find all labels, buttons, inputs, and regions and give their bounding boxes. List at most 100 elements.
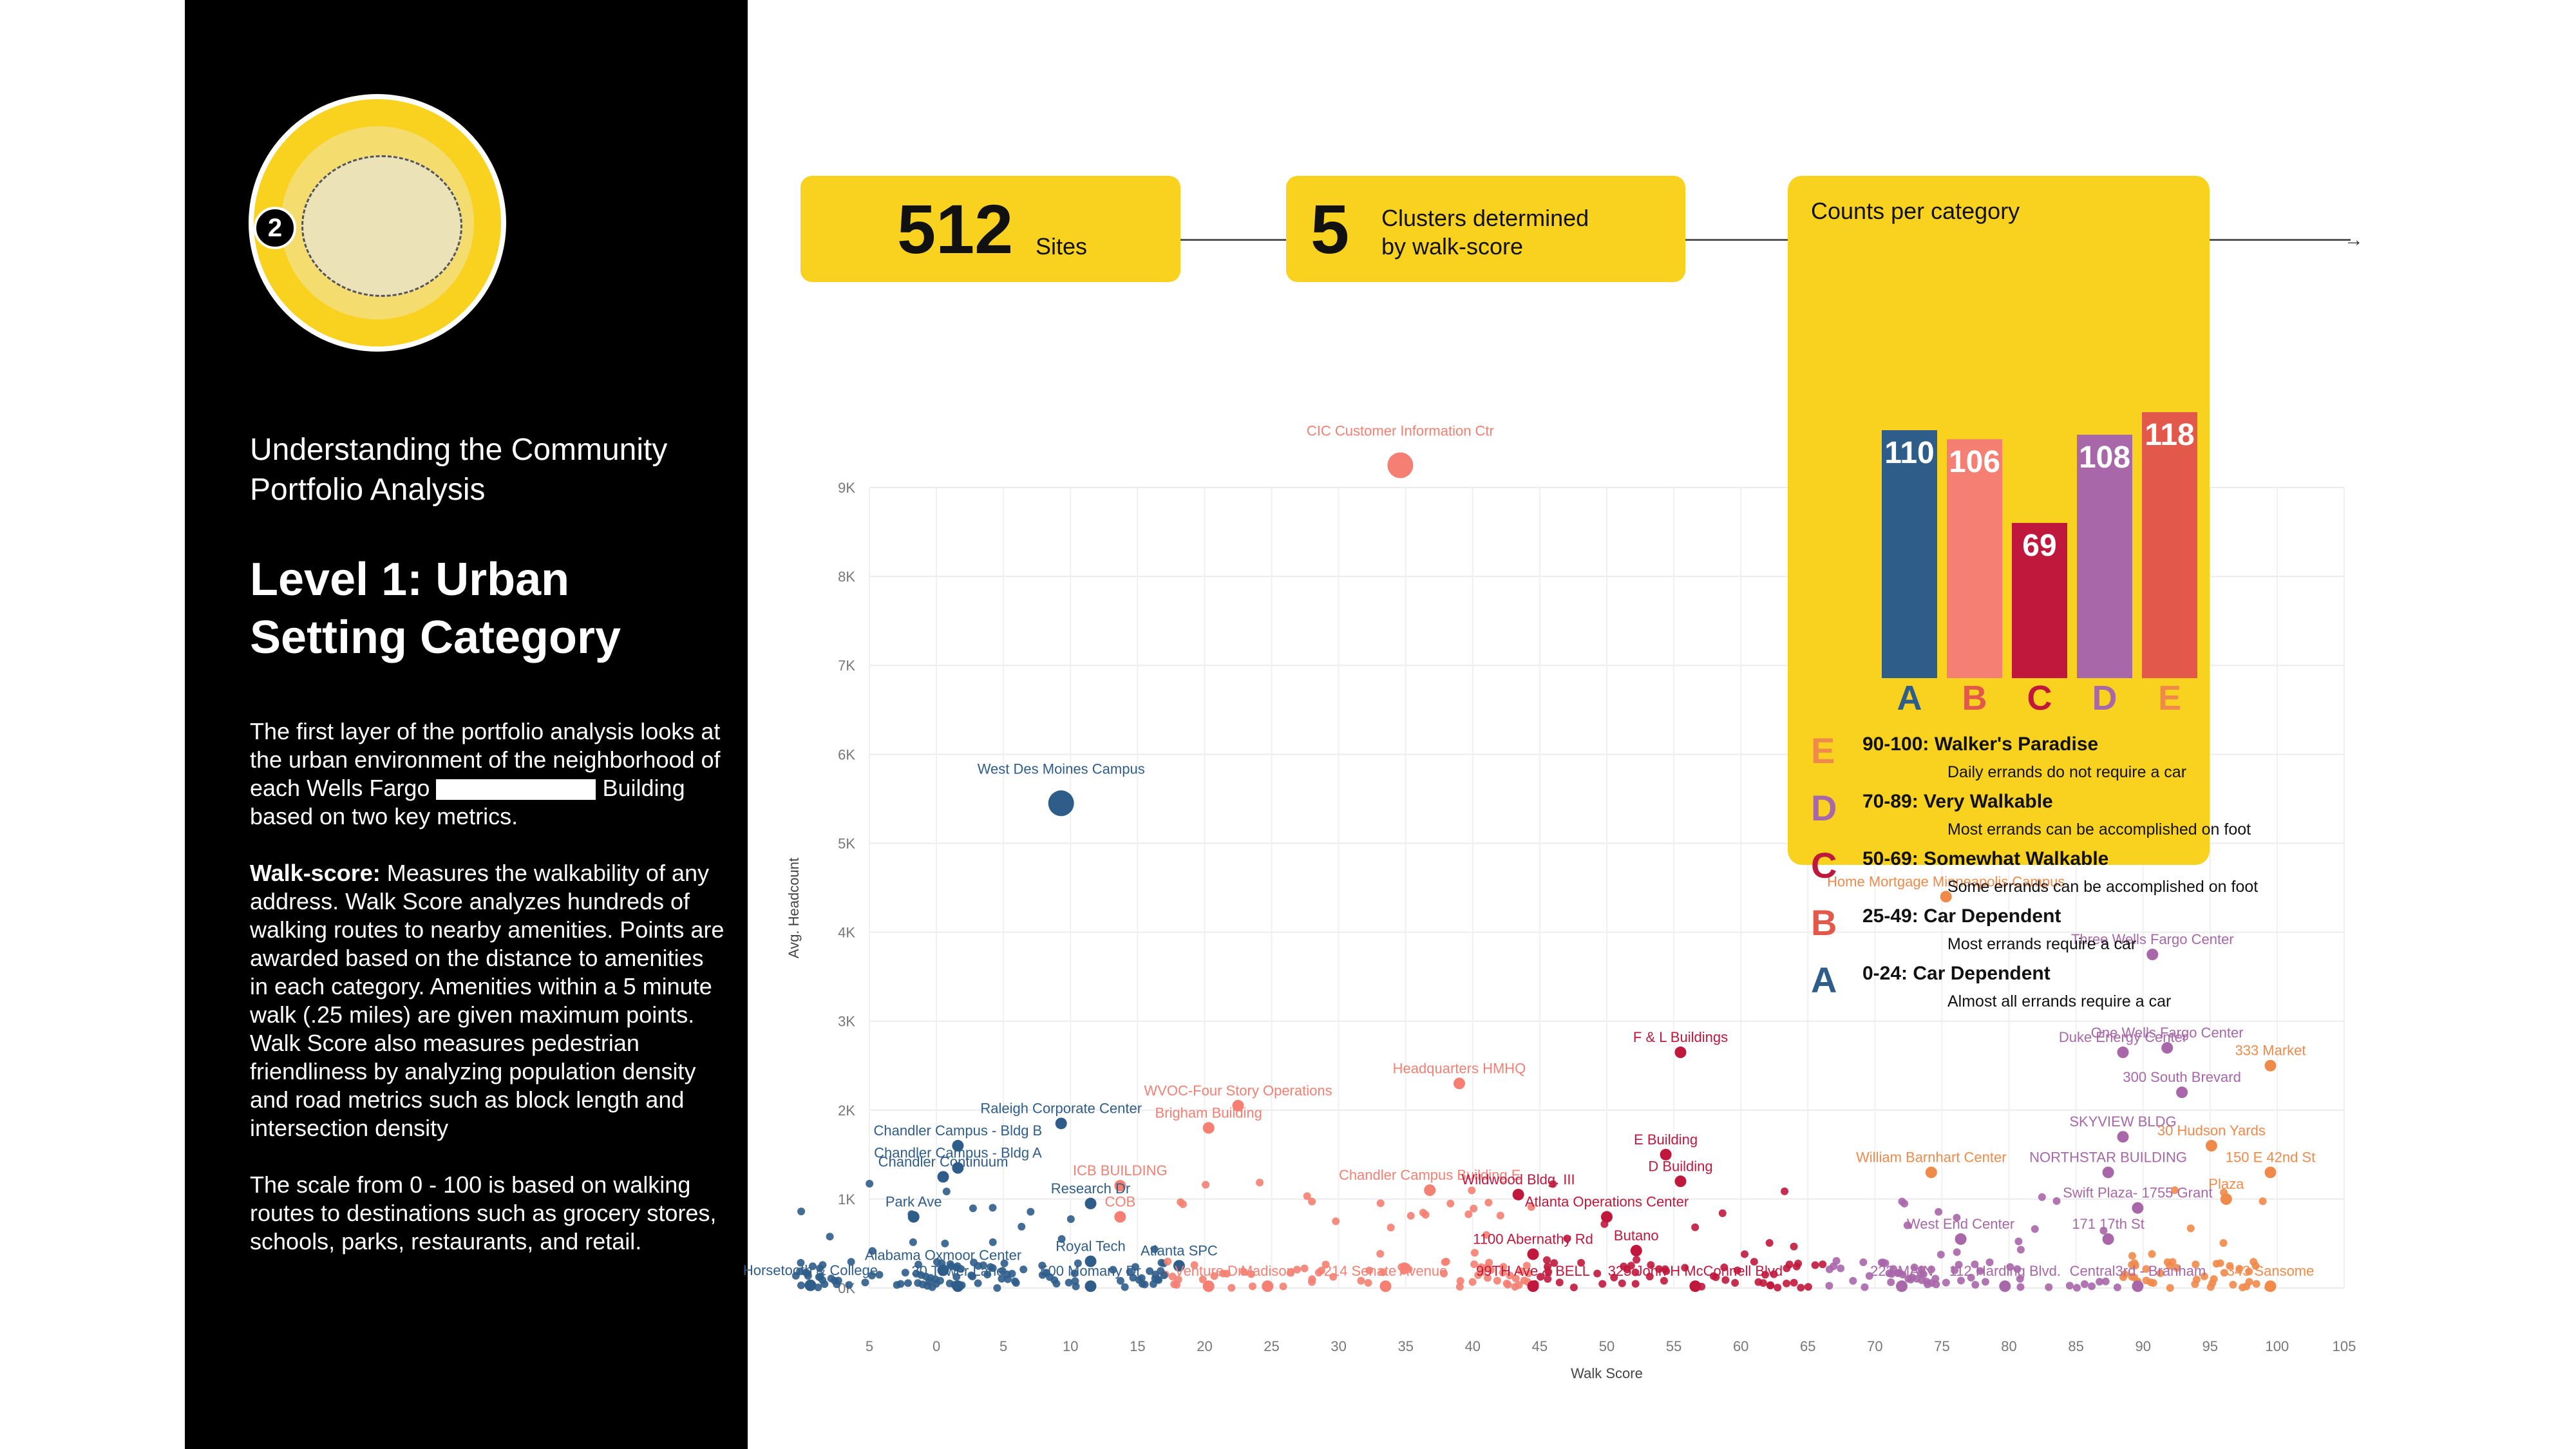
data-point <box>1019 1265 1028 1274</box>
data-point <box>1057 1235 1066 1243</box>
connector-line <box>1179 239 1288 241</box>
data-point <box>2173 1264 2181 1272</box>
point-label: Chandler Continuum <box>878 1153 1009 1170</box>
data-point <box>2252 1280 2260 1288</box>
data-point <box>2245 1267 2253 1276</box>
clusters-card: 5 Clusters determined by walk-score <box>1286 176 1685 282</box>
sites-value: 512 <box>897 190 1014 268</box>
x-tick-label: 35 <box>1397 1338 1413 1354</box>
data-point <box>1174 1275 1182 1283</box>
data-point <box>1971 1260 1979 1269</box>
data-point <box>1766 1281 1775 1289</box>
data-point <box>1406 1211 1415 1220</box>
sites-label: Sites <box>1036 233 1088 260</box>
data-point <box>1927 1265 1935 1274</box>
data-point <box>2229 1280 2237 1289</box>
x-tick-label: 5 <box>999 1338 1007 1354</box>
data-point <box>2102 1166 2114 1179</box>
data-point <box>1441 1258 1449 1266</box>
data-point <box>1121 1283 1129 1291</box>
data-point <box>1468 1186 1476 1195</box>
legend-heading: 50-69: Somewhat Walkable <box>1862 848 2109 869</box>
data-point <box>1790 1278 1798 1287</box>
legend-letter: E <box>1811 730 1835 771</box>
data-point <box>937 1171 949 1183</box>
data-point <box>1971 1281 1980 1289</box>
data-point <box>1953 1248 1961 1256</box>
data-point <box>1660 1276 1668 1285</box>
data-point <box>1825 1282 1833 1290</box>
data-point <box>952 1280 964 1293</box>
sites-card: 512 Sites <box>800 176 1180 282</box>
legend-letter: C <box>1811 845 1837 886</box>
data-point <box>1379 1280 1392 1293</box>
data-point <box>1655 1265 1663 1273</box>
data-point <box>796 1267 804 1276</box>
data-point <box>1953 1213 1961 1222</box>
count-bar-A: 110 <box>1882 430 1937 678</box>
point-label: COB <box>1104 1194 1135 1210</box>
legend-heading: 70-89: Very Walkable <box>1862 791 2053 812</box>
data-point <box>1811 1261 1819 1269</box>
data-point <box>2200 1272 2208 1280</box>
data-point <box>1877 1258 1886 1267</box>
data-point <box>1691 1223 1700 1231</box>
data-point <box>1631 1280 1640 1288</box>
data-point <box>1116 1276 1124 1285</box>
count-bar-letter: C <box>2027 679 2052 717</box>
data-point <box>2192 1260 2200 1269</box>
scale-paragraph: The scale from 0 - 100 is based on walki… <box>250 1171 717 1255</box>
data-point <box>1424 1184 1436 1197</box>
data-point <box>847 1258 855 1266</box>
data-point <box>1329 1273 1338 1281</box>
x-tick-label: 95 <box>2202 1338 2218 1354</box>
data-point <box>1593 1269 1602 1278</box>
data-point <box>1126 1267 1134 1276</box>
x-tick-label: 80 <box>2001 1338 2016 1354</box>
data-point <box>1577 1258 1586 1267</box>
data-point <box>808 1262 817 1271</box>
arrow-right-icon: → <box>2344 229 2363 251</box>
data-point <box>1887 1278 1895 1286</box>
data-point <box>1027 1208 1035 1216</box>
y-tick-label: 1K <box>838 1191 855 1208</box>
data-point <box>2142 1276 2150 1285</box>
data-point <box>1733 1266 1741 1274</box>
point-label: Chandler Campus - Bldg A <box>874 1145 1042 1161</box>
data-point <box>2128 1252 2136 1260</box>
data-point <box>1647 1261 1655 1269</box>
point-label: Atlanta Operations Center <box>1525 1194 1689 1210</box>
data-point <box>969 1273 977 1281</box>
point-label: Chandler Campus Building E <box>1339 1167 1521 1183</box>
point-label: Brigham Building <box>1155 1104 1262 1121</box>
data-point <box>2099 1227 2108 1235</box>
y-tick-label: 6K <box>838 746 855 762</box>
data-point <box>1084 1280 1097 1293</box>
data-point <box>1454 1077 1465 1090</box>
point-label: 30 Hudson Yards <box>2157 1122 2266 1139</box>
data-point <box>845 1281 853 1289</box>
data-point <box>1932 1280 1940 1289</box>
point-label: West End Center <box>1907 1216 2014 1232</box>
data-point <box>1627 1262 1635 1270</box>
data-point <box>820 1280 829 1289</box>
data-point <box>2226 1262 2234 1270</box>
data-point <box>1527 1280 1539 1293</box>
data-point <box>1131 1263 1139 1271</box>
data-point <box>1859 1258 1868 1267</box>
data-point <box>1555 1278 1564 1287</box>
x-tick-label: 40 <box>1465 1338 1481 1354</box>
data-point <box>2220 1269 2228 1277</box>
point-label: 500 Momany Dr <box>1040 1263 1141 1279</box>
data-point <box>1527 1203 1535 1211</box>
data-point <box>1935 1208 1943 1216</box>
point-label: 99TH Ave & BELL <box>1476 1263 1590 1279</box>
data-point <box>1317 1266 1325 1274</box>
data-point <box>1173 1260 1185 1272</box>
y-tick-label: 5K <box>838 835 855 851</box>
point-label: Horsetooth & College <box>743 1262 878 1278</box>
data-point <box>1569 1283 1578 1292</box>
data-point <box>1720 1263 1728 1271</box>
step-badge: 2 <box>249 94 506 352</box>
